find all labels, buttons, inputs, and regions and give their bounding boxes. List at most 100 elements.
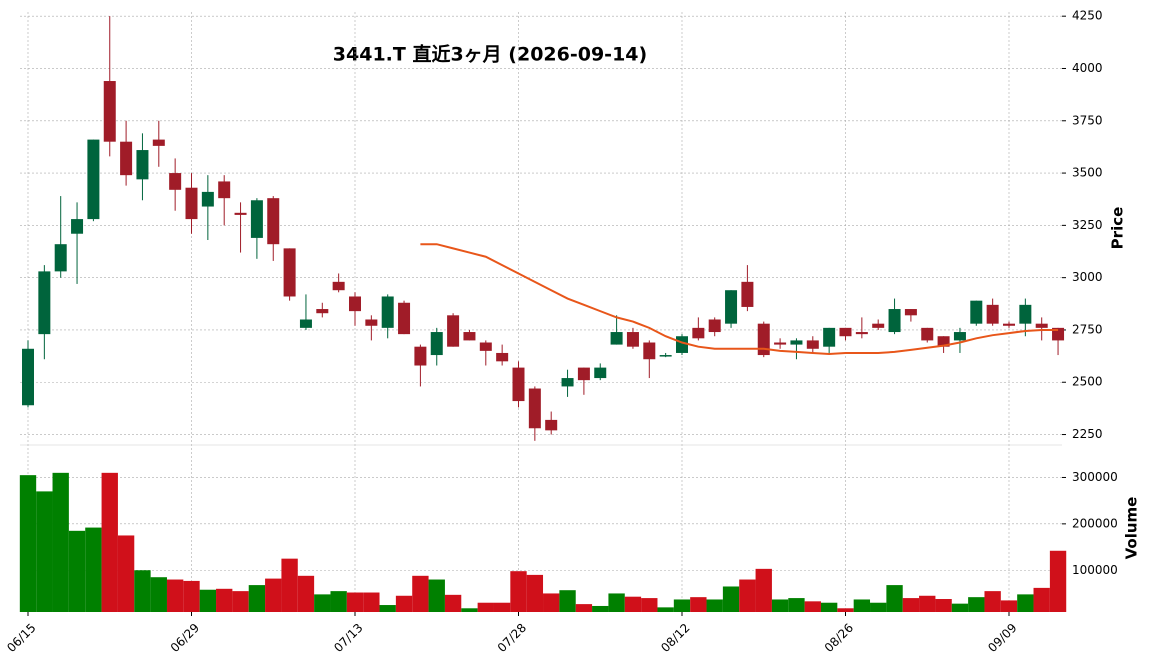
candle-body bbox=[904, 309, 917, 316]
candle-body bbox=[1035, 323, 1048, 328]
y-tick-label: 2750 bbox=[1072, 322, 1103, 336]
y-tick-label: 200000 bbox=[1072, 516, 1118, 530]
volume-bar bbox=[641, 598, 658, 612]
volume-bar bbox=[592, 605, 609, 612]
volume-bar bbox=[919, 595, 936, 612]
volume-bar bbox=[265, 578, 282, 612]
candle-body bbox=[430, 332, 443, 356]
candle-body bbox=[381, 296, 394, 328]
candle-body bbox=[1003, 323, 1015, 326]
volume-bar bbox=[1049, 550, 1067, 612]
volume-bar bbox=[444, 594, 462, 612]
candle-body bbox=[332, 281, 345, 291]
volume-bar bbox=[150, 577, 167, 612]
candle-body bbox=[659, 355, 672, 357]
moving-average-line bbox=[420, 243, 1059, 356]
candle-body bbox=[626, 332, 639, 347]
candle-body bbox=[447, 315, 460, 347]
volume-bar bbox=[951, 603, 969, 612]
volume-bar bbox=[117, 535, 135, 612]
volume-bar bbox=[755, 568, 772, 612]
candle-body bbox=[708, 319, 721, 333]
candle-body bbox=[414, 346, 427, 366]
candle-body bbox=[22, 348, 34, 406]
volume-bar bbox=[232, 591, 249, 612]
volume-bar bbox=[870, 602, 887, 612]
volume-bar bbox=[984, 591, 1001, 612]
candle-body bbox=[512, 367, 525, 402]
candle-body bbox=[839, 327, 852, 337]
candle-body bbox=[169, 173, 182, 190]
x-tick-label: 09/09 bbox=[985, 621, 1019, 655]
candle-body bbox=[398, 302, 411, 335]
candle-body bbox=[479, 342, 492, 351]
price-axis-label: Price bbox=[1109, 207, 1127, 250]
candle-body bbox=[463, 332, 476, 341]
candle-body bbox=[103, 81, 116, 142]
candle-body bbox=[643, 342, 656, 360]
candle-body bbox=[953, 332, 966, 341]
candle-body bbox=[283, 248, 296, 297]
candle-body bbox=[299, 319, 312, 328]
volume-bar bbox=[166, 579, 184, 612]
candle-body bbox=[806, 340, 819, 349]
volume-bar bbox=[52, 472, 69, 612]
candle-body bbox=[152, 139, 165, 146]
volume-bar bbox=[199, 589, 217, 612]
y-tick-label: 4000 bbox=[1072, 61, 1103, 75]
candle-body bbox=[54, 244, 67, 272]
volume-bar bbox=[657, 607, 674, 612]
candle-body bbox=[594, 367, 607, 379]
volume-bar bbox=[183, 580, 200, 612]
volume-bar bbox=[559, 590, 576, 612]
x-tick-label: 07/28 bbox=[495, 621, 529, 655]
volume-bar bbox=[412, 575, 429, 612]
volume-bar bbox=[771, 599, 789, 612]
candle-body bbox=[725, 290, 738, 324]
volume-bar bbox=[1033, 587, 1050, 612]
x-tick-label: 06/15 bbox=[4, 621, 38, 655]
volume-bar bbox=[461, 608, 478, 612]
candle-body bbox=[888, 309, 901, 333]
volume-bar bbox=[68, 530, 86, 612]
candle-body bbox=[692, 327, 705, 339]
volume-bar bbox=[935, 599, 952, 612]
volume-bar bbox=[804, 601, 821, 612]
volume-bar bbox=[706, 599, 723, 612]
volume-bar bbox=[543, 593, 560, 612]
candle-body bbox=[349, 296, 361, 312]
volume-bar bbox=[788, 598, 805, 612]
candle-body bbox=[528, 388, 541, 429]
candle-body bbox=[1052, 327, 1065, 341]
candle-body bbox=[855, 332, 868, 335]
candle-body bbox=[365, 319, 378, 326]
x-tick-label: 08/26 bbox=[822, 621, 856, 655]
candle-body bbox=[316, 309, 329, 314]
candle-body bbox=[970, 300, 983, 324]
volume-bar bbox=[19, 475, 37, 612]
y-tick-label: 3250 bbox=[1072, 218, 1103, 232]
candle-body bbox=[823, 327, 836, 347]
candle-body bbox=[577, 367, 590, 381]
volume-bar bbox=[297, 575, 315, 612]
volume-bar bbox=[330, 591, 347, 612]
candle-body bbox=[741, 281, 754, 307]
candle-body bbox=[496, 352, 509, 362]
volume-bar bbox=[902, 598, 920, 612]
candle-body bbox=[757, 323, 770, 356]
chart-title: 3441.T 直近3ヶ月 (2026-09-14) bbox=[333, 43, 647, 66]
volume-bar bbox=[36, 491, 53, 612]
candle-body bbox=[136, 150, 149, 180]
volume-bar bbox=[379, 605, 396, 612]
volume-bar bbox=[739, 579, 756, 612]
volume-bar bbox=[510, 571, 527, 612]
candle-body bbox=[250, 200, 263, 238]
volume-bar bbox=[101, 472, 118, 612]
candle-body bbox=[185, 187, 198, 220]
volume-bar bbox=[346, 592, 364, 612]
volume-bar bbox=[85, 527, 102, 612]
candle-body bbox=[545, 419, 558, 431]
x-tick-label: 06/29 bbox=[168, 621, 202, 655]
volume-bar bbox=[248, 585, 266, 612]
